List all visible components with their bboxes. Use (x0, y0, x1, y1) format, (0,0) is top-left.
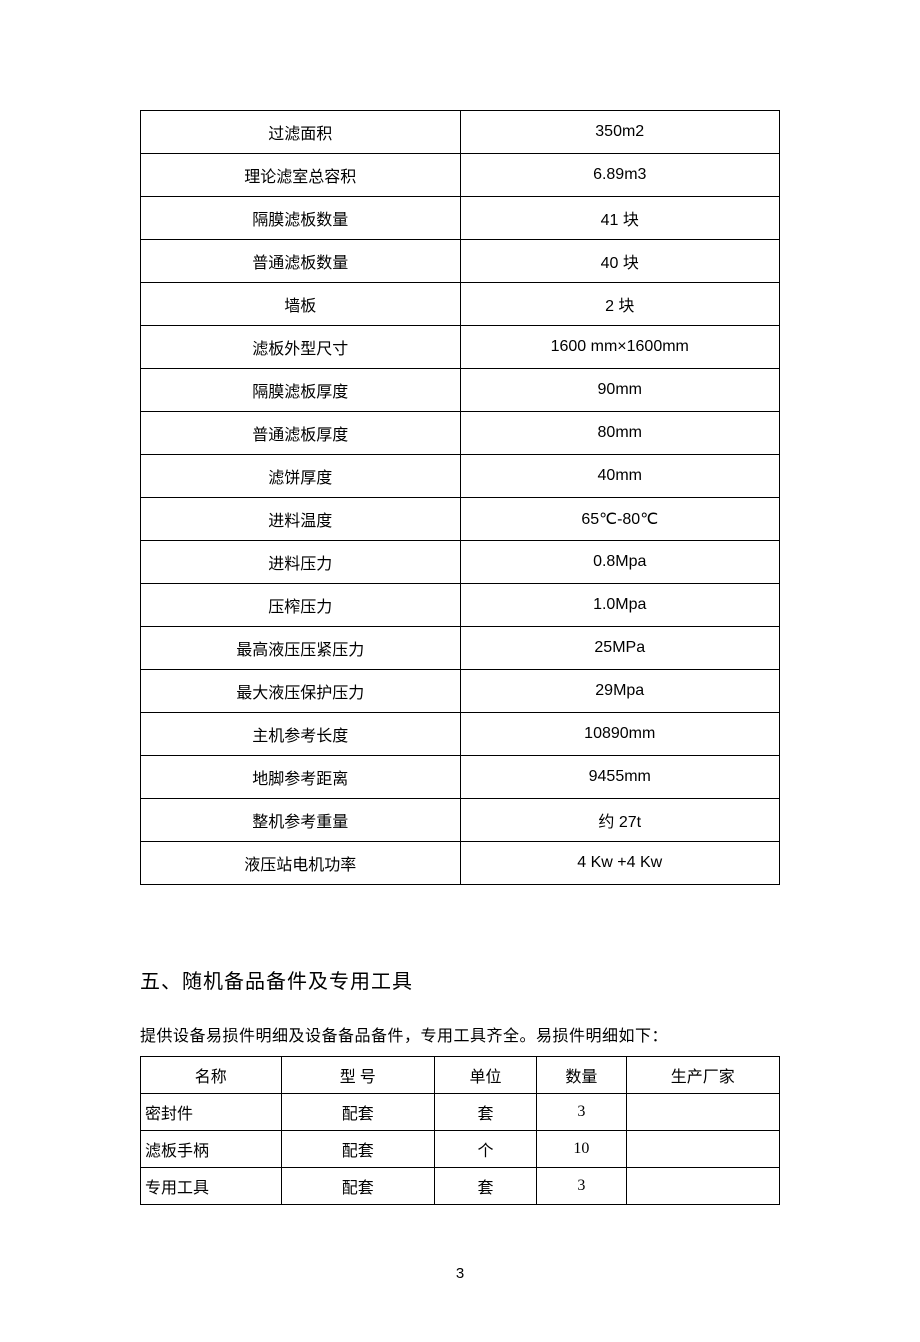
parts-model: 配套 (281, 1131, 434, 1168)
spec-row: 主机参考长度10890mm (141, 713, 780, 756)
spec-label: 普通滤板数量 (141, 240, 461, 283)
spec-label: 过滤面积 (141, 111, 461, 154)
spec-value: 350m2 (460, 111, 780, 154)
spec-value: 40mm (460, 455, 780, 498)
spec-label: 地脚参考距离 (141, 756, 461, 799)
spec-value: 4 Kw +4 Kw (460, 842, 780, 885)
spec-value: 9455mm (460, 756, 780, 799)
spec-row: 滤板外型尺寸1600 mm×1600mm (141, 326, 780, 369)
spec-row: 最高液压压紧压力25MPa (141, 627, 780, 670)
spec-label: 整机参考重量 (141, 799, 461, 842)
header-qty: 数量 (537, 1057, 626, 1094)
spec-row: 进料温度65℃-80℃ (141, 498, 780, 541)
spec-label: 理论滤室总容积 (141, 154, 461, 197)
parts-qty: 3 (537, 1168, 626, 1205)
spec-value: 25MPa (460, 627, 780, 670)
spec-value: 6.89m3 (460, 154, 780, 197)
parts-manufacturer (626, 1131, 779, 1168)
parts-name: 专用工具 (141, 1168, 282, 1205)
header-model: 型 号 (281, 1057, 434, 1094)
spec-row: 地脚参考距离9455mm (141, 756, 780, 799)
parts-row: 密封件配套套3 (141, 1094, 780, 1131)
section-5-intro: 提供设备易损件明细及设备备品备件，专用工具齐全。易损件明细如下： (140, 1022, 780, 1046)
spec-value: 40 块 (460, 240, 780, 283)
section-5-heading: 五、随机备品备件及专用工具 (140, 965, 780, 994)
header-name: 名称 (141, 1057, 282, 1094)
spec-label: 进料温度 (141, 498, 461, 541)
spec-row: 滤饼厚度40mm (141, 455, 780, 498)
spec-row: 液压站电机功率4 Kw +4 Kw (141, 842, 780, 885)
header-unit: 单位 (434, 1057, 536, 1094)
parts-unit: 套 (434, 1094, 536, 1131)
spec-row: 隔膜滤板厚度90mm (141, 369, 780, 412)
spec-label: 最大液压保护压力 (141, 670, 461, 713)
parts-qty: 3 (537, 1094, 626, 1131)
spec-label: 隔膜滤板厚度 (141, 369, 461, 412)
parts-unit: 套 (434, 1168, 536, 1205)
spec-row: 进料压力0.8Mpa (141, 541, 780, 584)
spec-label: 主机参考长度 (141, 713, 461, 756)
specifications-table: 过滤面积350m2理论滤室总容积6.89m3隔膜滤板数量41 块普通滤板数量40… (140, 110, 780, 885)
parts-qty: 10 (537, 1131, 626, 1168)
parts-row: 专用工具配套套3 (141, 1168, 780, 1205)
spec-value: 2 块 (460, 283, 780, 326)
spec-label: 墙板 (141, 283, 461, 326)
spec-row: 压榨压力1.0Mpa (141, 584, 780, 627)
spec-row: 整机参考重量约 27t (141, 799, 780, 842)
parts-row: 滤板手柄配套个10 (141, 1131, 780, 1168)
spec-row: 理论滤室总容积6.89m3 (141, 154, 780, 197)
spec-label: 隔膜滤板数量 (141, 197, 461, 240)
parts-manufacturer (626, 1094, 779, 1131)
parts-name: 滤板手柄 (141, 1131, 282, 1168)
spec-row: 最大液压保护压力29Mpa (141, 670, 780, 713)
spec-value: 0.8Mpa (460, 541, 780, 584)
spec-label: 进料压力 (141, 541, 461, 584)
spec-label: 滤饼厚度 (141, 455, 461, 498)
spec-value: 41 块 (460, 197, 780, 240)
spec-value: 80mm (460, 412, 780, 455)
spec-value: 65℃-80℃ (460, 498, 780, 541)
page-number: 3 (140, 1265, 780, 1282)
parts-header-row: 名称 型 号 单位 数量 生产厂家 (141, 1057, 780, 1094)
header-manufacturer: 生产厂家 (626, 1057, 779, 1094)
spec-value: 10890mm (460, 713, 780, 756)
spec-label: 普通滤板厚度 (141, 412, 461, 455)
spec-row: 墙板2 块 (141, 283, 780, 326)
spec-value: 1600 mm×1600mm (460, 326, 780, 369)
parts-manufacturer (626, 1168, 779, 1205)
parts-unit: 个 (434, 1131, 536, 1168)
spec-value: 29Mpa (460, 670, 780, 713)
spec-row: 普通滤板厚度80mm (141, 412, 780, 455)
spec-row: 过滤面积350m2 (141, 111, 780, 154)
parts-model: 配套 (281, 1094, 434, 1131)
spec-row: 普通滤板数量40 块 (141, 240, 780, 283)
spec-value: 1.0Mpa (460, 584, 780, 627)
spec-label: 滤板外型尺寸 (141, 326, 461, 369)
spec-label: 压榨压力 (141, 584, 461, 627)
spec-value: 约 27t (460, 799, 780, 842)
parts-table: 名称 型 号 单位 数量 生产厂家 密封件配套套3滤板手柄配套个10专用工具配套… (140, 1056, 780, 1205)
parts-model: 配套 (281, 1168, 434, 1205)
spec-label: 最高液压压紧压力 (141, 627, 461, 670)
spec-value: 90mm (460, 369, 780, 412)
parts-name: 密封件 (141, 1094, 282, 1131)
spec-label: 液压站电机功率 (141, 842, 461, 885)
spec-row: 隔膜滤板数量41 块 (141, 197, 780, 240)
